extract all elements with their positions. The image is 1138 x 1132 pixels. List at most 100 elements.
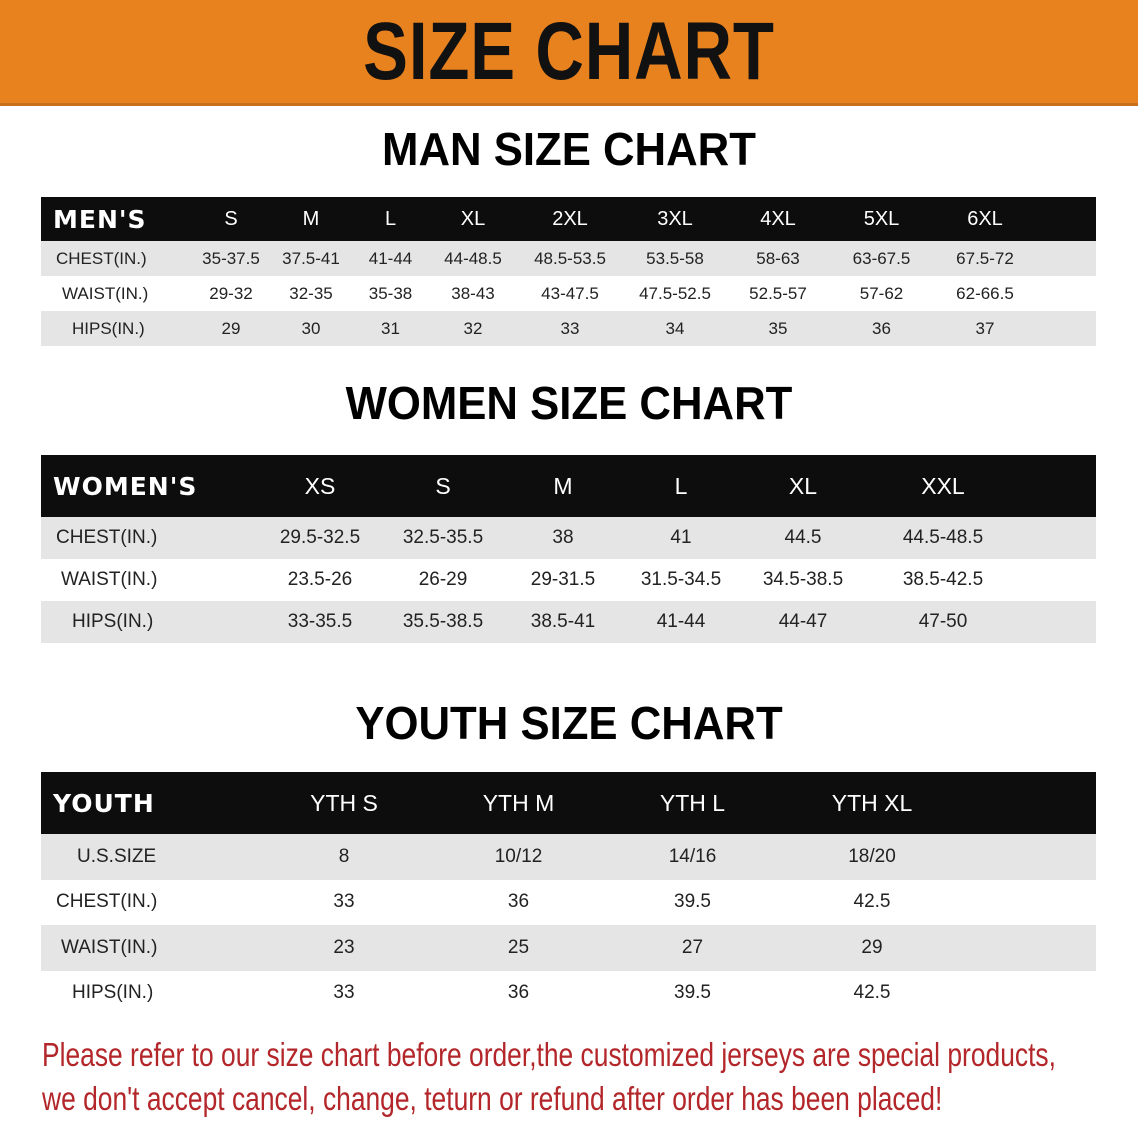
size-header-cell: XS (304, 472, 336, 499)
measurement-label: CHEST(IN.) (56, 527, 158, 548)
measurement-value: 35 (768, 318, 788, 338)
measurement-value: 38-43 (451, 283, 495, 303)
table-row: HIPS(IN.) 33-35.5 35.5-38.5 38.5-41 41-44 44-… (41, 601, 1096, 643)
size-header-cell: 4XL (760, 207, 796, 230)
table-row: WAIST(IN.) 23.5-26 26-29 29-31.5 31.5-34.5 34… (41, 559, 1096, 601)
measurement-value: 41-44 (656, 611, 706, 632)
measurement-label: WAIST(IN.) (61, 936, 158, 958)
size-header-cell: 6XL (967, 207, 1003, 230)
measurement-label: HIPS(IN.) (72, 611, 154, 632)
table-row: HIPS(IN.) 33 36 39.5 42.5 (41, 970, 1096, 1016)
measurement-label: U.S.SIZE (77, 845, 157, 867)
table-row: CHEST(IN.) 33 36 39.5 42.5 (41, 879, 1096, 925)
measurement-value: 63-67.5 (852, 248, 911, 268)
measurement-value: 32 (463, 318, 483, 338)
measurement-value: 35-37.5 (202, 248, 260, 268)
measurement-value: 33 (560, 318, 580, 338)
table-header-row: MEN'S S M L XL 2XL 3XL 4XL 5XL 6XL (41, 197, 1096, 241)
measurement-value: 27 (681, 936, 704, 958)
measurement-label: WAIST(IN.) (61, 569, 158, 590)
size-header-cell: 2XL (552, 207, 588, 230)
women-section-title: WOMEN SIZE CHART (345, 377, 793, 429)
measurement-value: 8 (338, 845, 350, 867)
measurement-value: 33 (333, 982, 355, 1004)
measurement-value: 44-47 (778, 611, 828, 632)
measurement-value: 58-63 (756, 248, 800, 268)
size-header-cell: S (435, 472, 451, 499)
measurement-value: 31 (381, 318, 400, 338)
measurement-value: 42.5 (853, 891, 891, 913)
measurement-value: 25 (507, 936, 530, 958)
measurement-value: 47.5-52.5 (639, 283, 711, 303)
measurement-value: 14/16 (668, 845, 717, 867)
measurement-value: 26-29 (418, 569, 468, 590)
measurement-value: 44.5-48.5 (902, 527, 984, 548)
size-header-cell: YTH M (482, 789, 555, 816)
size-header-cell: L (384, 207, 397, 230)
youth-size-table: YOUTH YTH S YTH M YTH L YTH XL U.S.SIZE 8 10/12… (41, 772, 1096, 1016)
measurement-value: 10/12 (494, 845, 543, 867)
measurement-value: 32-35 (289, 283, 333, 303)
measurement-label: CHEST(IN.) (56, 891, 158, 913)
measurement-value: 67.5-72 (956, 248, 1014, 268)
measurement-label: WAIST(IN.) (62, 283, 149, 303)
measurement-value: 35-38 (368, 283, 413, 303)
measurement-value: 62-66.5 (956, 283, 1014, 303)
table-header-row: YOUTH YTH S YTH M YTH L YTH XL (41, 772, 1096, 834)
table-row: CHEST(IN.) 35-37.5 37.5-41 41-44 44-48.5 48.5… (41, 241, 1096, 276)
measurement-value: 18/20 (848, 845, 896, 867)
measurement-value: 38.5-42.5 (902, 569, 984, 590)
table-header-label: WOMEN'S (53, 471, 198, 501)
size-header-cell: XL (460, 207, 486, 230)
measurement-value: 34 (665, 318, 685, 338)
size-header-cell: L (674, 472, 688, 499)
measurement-value: 33-35.5 (287, 611, 353, 632)
measurement-value: 41 (670, 527, 692, 548)
measurement-value: 29 (861, 936, 883, 958)
measurement-value: 34.5-38.5 (762, 569, 844, 590)
measurement-value: 43-47.5 (541, 283, 599, 303)
measurement-value: 35.5-38.5 (402, 611, 484, 632)
size-header-cell: S (224, 207, 238, 230)
table-row: HIPS(IN.) 29 30 31 32 33 34 35 36 37 (41, 311, 1096, 346)
measurement-value: 29-32 (209, 283, 253, 303)
table-row: CHEST(IN.) 29.5-32.5 32.5-35.5 38 41 44.5 44.5… (41, 517, 1096, 559)
order-notice-line-2: we don't accept cancel, change, teturn o… (42, 1080, 943, 1117)
size-header-cell: M (553, 472, 573, 499)
men-size-table: MEN'S S M L XL 2XL 3XL 4XL 5XL 6XL CHEST(IN.) 35-37… (41, 197, 1096, 346)
measurement-label: HIPS(IN.) (72, 318, 145, 338)
measurement-value: 36 (507, 982, 530, 1004)
size-header-cell: 5XL (863, 207, 900, 230)
size-header-cell: YTH L (659, 789, 726, 816)
measurement-value: 47-50 (918, 611, 968, 632)
measurement-value: 29-31.5 (530, 569, 596, 590)
measurement-value: 23 (333, 936, 355, 958)
size-header-cell: YTH S (310, 789, 378, 816)
size-header-cell: XXL (921, 472, 965, 499)
measurement-value: 57-62 (859, 283, 904, 303)
measurement-value: 39.5 (674, 891, 711, 913)
size-chart-banner: SIZE CHART (0, 0, 1138, 106)
measurement-value: 29.5-32.5 (279, 527, 361, 548)
size-header-cell: 3XL (657, 207, 693, 230)
measurement-value: 37.5-41 (282, 248, 340, 268)
banner-title: SIZE CHART (363, 5, 775, 97)
size-header-cell: M (302, 207, 320, 230)
measurement-value: 29 (221, 318, 241, 338)
measurement-label: CHEST(IN.) (56, 248, 147, 268)
measurement-label: HIPS(IN.) (72, 982, 154, 1004)
measurement-value: 36 (872, 318, 891, 338)
measurement-value: 30 (301, 318, 321, 338)
women-size-table: WOMEN'S XS S M L XL XXL CHEST(IN.) 29.5-32.5 32.5… (41, 455, 1096, 643)
measurement-value: 36 (507, 891, 530, 913)
youth-section-title: YOUTH SIZE CHART (355, 697, 783, 749)
measurement-value: 38 (552, 527, 574, 548)
size-header-cell: YTH XL (831, 789, 913, 816)
table-header-label: MEN'S (53, 204, 147, 234)
measurement-value: 23.5-26 (287, 569, 353, 590)
table-row: WAIST(IN.) 29-32 32-35 35-38 38-43 43-47.5 47.… (41, 276, 1096, 311)
order-notice-line-1: Please refer to our size chart before or… (42, 1036, 1056, 1073)
measurement-value: 41-44 (368, 248, 413, 268)
measurement-value: 33 (333, 891, 355, 913)
size-header-cell: XL (788, 472, 818, 499)
